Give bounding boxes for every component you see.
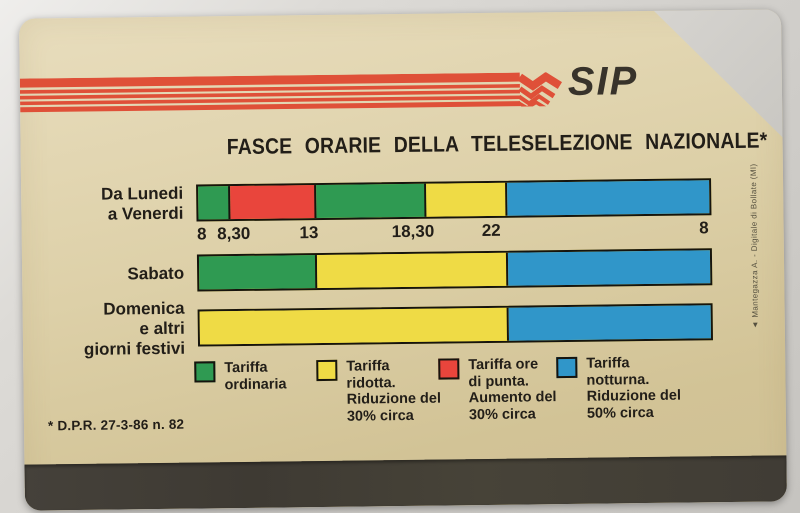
- sip-stripes-logo: [19, 71, 565, 113]
- legend-item: Tariffa ore di punta. Aumento del 30% circa: [438, 356, 557, 423]
- axis-tick-label: 22: [481, 220, 501, 241]
- bar-segment: [316, 252, 508, 289]
- legend-label: Tariffa notturna. Riduzione del 50% circa: [586, 355, 682, 422]
- bar-segment: [508, 305, 711, 341]
- axis-tick-label: 13: [299, 223, 319, 243]
- tariff-bar: [196, 178, 712, 222]
- axis-tick-label: 18,30: [391, 221, 435, 242]
- row-label: Sabato: [22, 255, 184, 294]
- magnetic-stripe: [24, 455, 787, 511]
- bar-segment: [315, 183, 427, 219]
- bar-segment: [507, 250, 711, 286]
- axis-tick-label: 8,30: [217, 223, 251, 244]
- row-label: Domenica e altri giorni festivi: [23, 298, 185, 358]
- row-label-text: Sabato: [127, 263, 185, 283]
- legend-swatch: [316, 359, 338, 382]
- row-label-text: Da Lunedi a Venerdi: [100, 183, 184, 224]
- bar-segment: [426, 182, 508, 217]
- time-axis: 8 8,30 13 18,30 22 8: [197, 218, 712, 248]
- tariff-bar: [197, 303, 714, 347]
- legend-label: Tariffa ridotta. Riduzione del 30% circa: [346, 358, 442, 425]
- bar-segment: [198, 255, 317, 290]
- sip-stripes-graphic: [19, 71, 563, 113]
- legend-item: Tariffa ordinaria: [194, 359, 287, 393]
- tariff-legend: Tariffa ordinaria Tariffa ridotta. Riduzione…: [23, 353, 786, 472]
- bar-segment: [198, 186, 231, 220]
- axis-tick-label: 8: [196, 224, 207, 244]
- phone-card: SIP FASCE ORARIE DELLA TELESELEZIONE NAZ…: [19, 9, 787, 511]
- row-label-text: Domenica e altri giorni festivi: [83, 298, 186, 359]
- legend-swatch: [556, 356, 578, 379]
- bar-segment: [506, 180, 710, 216]
- legend-swatch: [194, 361, 216, 383]
- bar-segment: [229, 185, 316, 220]
- row-label: Da Lunedi a Venerdi: [21, 183, 184, 224]
- legend-swatch: [438, 358, 460, 380]
- bar-segment: [199, 307, 509, 345]
- decree-footnote: * D.P.R. 27-3-86 n. 82: [47, 416, 185, 434]
- legend-label: Tariffa ore di punta. Aumento del 30% circa: [468, 356, 557, 423]
- legend-item: Tariffa ridotta. Riduzione del 30% circa: [316, 358, 441, 426]
- tariff-bar: [196, 248, 713, 292]
- axis-tick-label: 8: [699, 218, 709, 238]
- legend-label: Tariffa ordinaria: [224, 359, 287, 393]
- legend-item: Tariffa notturna. Riduzione del 50% circa: [556, 355, 681, 423]
